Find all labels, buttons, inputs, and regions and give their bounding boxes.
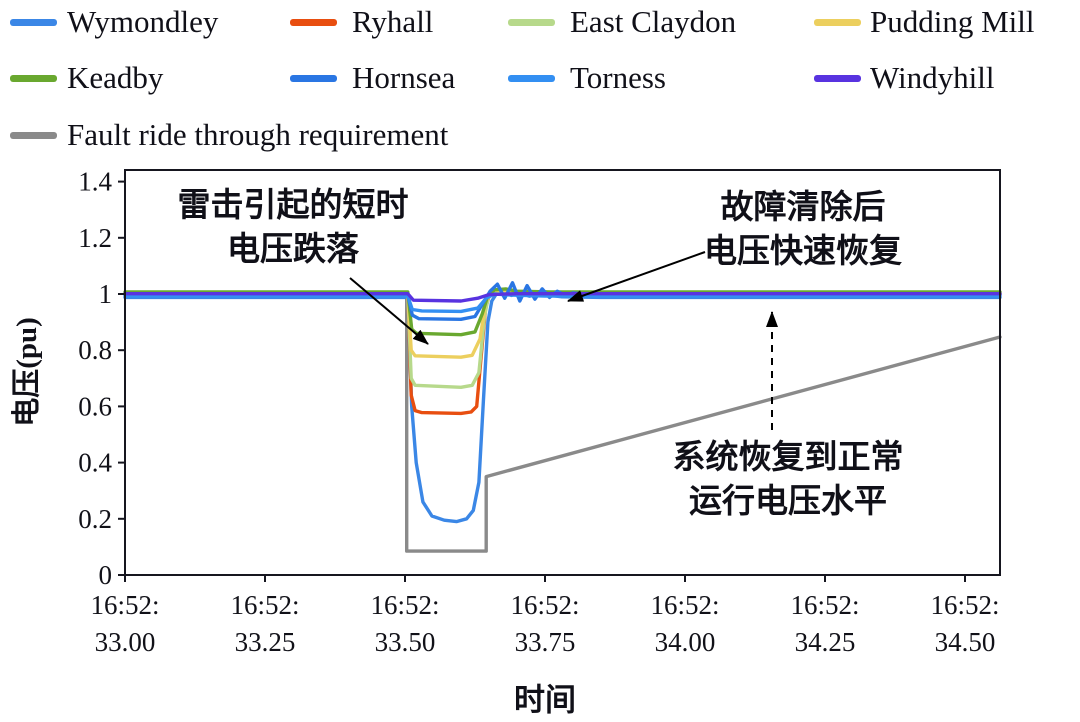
legend-label-hornsea: Hornsea	[352, 60, 456, 95]
x-tick-label: 16:52:	[650, 590, 719, 620]
series-line-ryhall	[123, 289, 1002, 416]
arrow-voltage-dip	[349, 277, 429, 345]
x-tick-label: 16:52:	[90, 590, 159, 620]
legend-label-fault-ride-through-requirement: Fault ride through requirement	[67, 117, 449, 152]
annotation-voltage-recovery: 故障清除后 电压快速恢复	[704, 186, 902, 274]
legend: Wymondley Ryhall East Claydon Pudding Mill K…	[0, 0, 1080, 165]
legend-swatch-hornsea	[290, 75, 337, 82]
legend-swatch-fault-ride-through-requirement	[10, 132, 57, 139]
x-tick-label: 16:52:	[370, 590, 439, 620]
x-tick-label: 33.75	[515, 627, 576, 657]
annotation-voltage-dip: 雷击引起的短时 电压跌落	[178, 184, 409, 272]
x-tick-label: 16:52:	[930, 590, 999, 620]
legend-label-windyhill: Windyhill	[870, 60, 995, 95]
legend-swatch-ryhall	[290, 19, 337, 26]
annotation-line: 电压快速恢复	[704, 234, 902, 270]
legend-swatch-east-claydon	[508, 19, 555, 26]
legend-label-torness: Torness	[570, 60, 666, 95]
x-tick-label: 16:52:	[510, 590, 579, 620]
legend-swatch-torness	[508, 75, 555, 82]
x-tick-label: 34.50	[935, 627, 996, 657]
legend-label-wymondley: Wymondley	[67, 4, 219, 39]
legend-label-keadby: Keadby	[67, 60, 164, 95]
x-tick-label: 16:52:	[790, 590, 859, 620]
legend-label-ryhall: Ryhall	[352, 4, 434, 39]
legend-swatch-windyhill	[814, 75, 861, 82]
y-tick-label: 0	[99, 560, 113, 590]
legend-label-pudding-mill: Pudding Mill	[870, 4, 1035, 39]
series-line-windyhill	[123, 292, 1002, 303]
series-line-torness	[123, 292, 1002, 314]
x-tick-label: 33.50	[375, 627, 436, 657]
annotation-normal-voltage-level: 系统恢复到正常 运行电压水平	[673, 436, 904, 524]
y-tick-label: 0.8	[78, 335, 112, 365]
arrow-voltage-recovery	[567, 251, 706, 302]
legend-swatch-keadby	[10, 75, 57, 82]
x-tick-label: 33.25	[235, 627, 296, 657]
y-tick-label: 0.2	[78, 504, 112, 534]
legend-label-east-claydon: East Claydon	[570, 4, 737, 39]
series-line-hornsea	[123, 281, 1002, 321]
legend-swatch-pudding-mill	[814, 19, 861, 26]
y-tick-label: 0.4	[78, 448, 112, 478]
x-tick-label: 34.25	[795, 627, 856, 657]
series-line-pudding-mill	[123, 288, 1002, 359]
annotation-line: 雷击引起的短时	[177, 188, 409, 224]
axes-box	[124, 169, 1001, 576]
x-axis-title: 时间	[514, 682, 576, 718]
legend-swatch-wymondley	[10, 19, 57, 26]
y-tick-label: 0.6	[78, 391, 112, 421]
annotation-line: 系统恢复到正常	[672, 440, 904, 476]
y-tick-label: 1.2	[78, 223, 112, 253]
annotation-line: 故障清除后	[720, 190, 886, 226]
x-tick-label: 33.00	[95, 627, 156, 657]
x-tick-label: 34.00	[655, 627, 716, 657]
annotation-line: 运行电压水平	[689, 484, 887, 520]
y-tick-label: 1.4	[78, 167, 112, 197]
x-tick-label: 16:52:	[230, 590, 299, 620]
y-tick-label: 1	[99, 279, 113, 309]
y-axis-title: 电压(pu)	[11, 317, 43, 427]
annotation-line: 电压跌落	[227, 232, 359, 268]
